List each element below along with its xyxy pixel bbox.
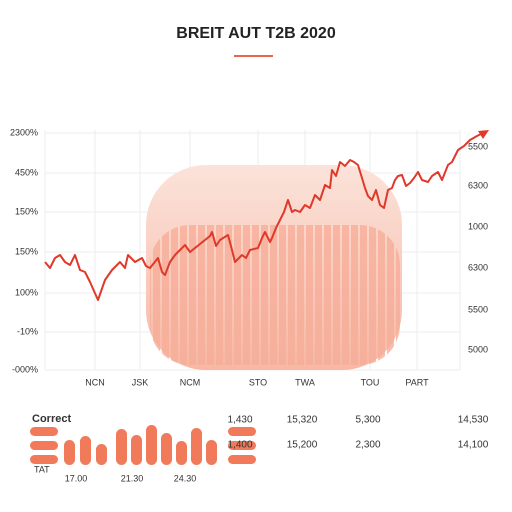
left-axis-label: 100% (15, 287, 38, 297)
left-axis-label: 450% (15, 167, 38, 177)
footer-figure: 14,100 (458, 440, 489, 451)
x-axis: NCN JSK NCM STO TWA TOU PART (85, 377, 429, 387)
footer-figure: 15,320 (287, 415, 318, 426)
right-axis-label: 1000 (468, 221, 488, 231)
footer-figures: 17.00 21.30 24.30 1,430 15,320 5,300 14,530 1,4… (65, 415, 489, 484)
footer-figure: 1,400 (227, 440, 252, 451)
footer-time: 21.30 (121, 473, 144, 483)
footer-figure: 2,300 (355, 440, 380, 451)
left-axis: 2300% 450% 150% 150% 100% -10% -000% (10, 127, 38, 374)
footer-time: 17.00 (65, 473, 88, 483)
left-axis-label: 2300% (10, 127, 38, 137)
highlight-stripes (150, 225, 400, 365)
left-axis-label: 150% (15, 246, 38, 256)
footer-figure: 1,430 (227, 415, 252, 426)
x-axis-label: NCN (85, 377, 105, 387)
footer-bars (30, 425, 256, 465)
trend-arrow (478, 130, 489, 139)
title: BREIT AUT T2B 2020 (176, 25, 336, 42)
right-axis-label: 5500 (468, 304, 488, 314)
left-axis-label: -000% (12, 364, 38, 374)
footer-figure: 15,200 (287, 440, 318, 451)
footer-figure: 5,300 (355, 415, 380, 426)
x-axis-label: TWA (295, 377, 315, 387)
footer-time: 24.30 (174, 473, 197, 483)
right-axis-label: 5500 (468, 141, 488, 151)
right-axis: 5500 6300 1000 6300 5500 5000 (468, 141, 488, 354)
footer-sub-label: TAT (34, 464, 50, 474)
footer-figure: 14,530 (458, 415, 489, 426)
right-axis-label: 6300 (468, 180, 488, 190)
x-axis-label: PART (405, 377, 429, 387)
trend-line (44, 131, 486, 301)
right-axis-label: 5000 (468, 344, 488, 354)
x-axis-label: TOU (361, 377, 380, 387)
left-axis-label: -10% (17, 326, 38, 336)
right-axis-label: 6300 (468, 262, 488, 272)
left-axis-label: 150% (15, 206, 38, 216)
x-axis-label: STO (249, 377, 267, 387)
x-axis-label: JSK (132, 377, 149, 387)
x-axis-label: NCM (180, 377, 201, 387)
footer-label: Correct (32, 413, 71, 425)
